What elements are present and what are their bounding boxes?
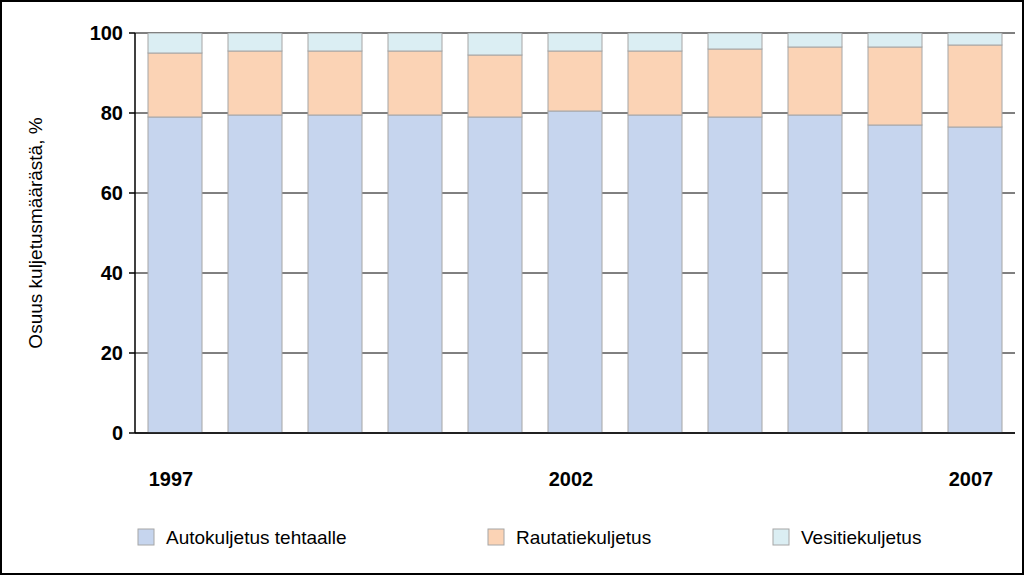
bar-segment — [788, 47, 842, 115]
bar-segment — [308, 51, 362, 115]
legend-swatch — [773, 529, 789, 545]
bar-segment — [388, 33, 442, 51]
bar-segment — [628, 51, 682, 115]
legend-swatch — [488, 529, 504, 545]
chart: 0 20 40 60 80 100 Osuus kuljetusmäärästä, % 199… — [0, 0, 1024, 575]
bar-segment — [548, 51, 602, 111]
y-tick — [129, 352, 135, 354]
bar-segment — [468, 33, 522, 55]
bar-segment — [308, 115, 362, 433]
x-tick-label: 1997 — [149, 468, 194, 490]
bar-segment — [148, 33, 202, 53]
bar-segment — [388, 51, 442, 115]
y-tick-label: 80 — [101, 102, 123, 124]
x-tick-label: 2002 — [549, 468, 594, 490]
y-tick — [129, 272, 135, 274]
y-axis — [134, 33, 136, 433]
y-axis-title: Osuus kuljetusmäärästä, % — [25, 117, 46, 348]
y-tick — [129, 192, 135, 194]
bar-segment — [708, 117, 762, 433]
y-tick-label: 60 — [101, 182, 123, 204]
bar-segment — [628, 115, 682, 433]
bar-segment — [308, 33, 362, 51]
y-tick — [129, 432, 135, 434]
y-tick-label: 40 — [101, 262, 123, 284]
bar-segment — [228, 51, 282, 115]
bar-segment — [148, 117, 202, 433]
y-tick — [129, 112, 135, 114]
bar-segment — [548, 33, 602, 51]
bar-segment — [628, 33, 682, 51]
y-tick-label: 100 — [90, 22, 123, 44]
legend-swatch — [138, 529, 154, 545]
bar-segment — [948, 33, 1002, 45]
bar-segment — [948, 45, 1002, 127]
bar-segment — [948, 127, 1002, 433]
bar-segment — [868, 33, 922, 47]
grid-line — [135, 433, 1015, 434]
legend-label: Autokuljetus tehtaalle — [166, 527, 347, 548]
x-axis — [135, 432, 1015, 434]
bar-segment — [708, 49, 762, 117]
bar-segment — [148, 53, 202, 117]
bar-segment — [228, 33, 282, 51]
y-tick — [129, 32, 135, 34]
bar-segment — [788, 115, 842, 433]
bar-segment — [388, 115, 442, 433]
bar-segment — [548, 111, 602, 433]
y-tick-label: 20 — [101, 342, 123, 364]
x-tick-label: 2007 — [949, 468, 994, 490]
legend-label: Vesitiekuljetus — [801, 527, 921, 548]
bar-segment — [228, 115, 282, 433]
bar-segment — [868, 47, 922, 125]
frame — [1, 1, 1023, 574]
bar-segment — [468, 55, 522, 117]
legend-label: Rautatiekuljetus — [516, 527, 651, 548]
bar-segment — [788, 33, 842, 47]
bar-segment — [868, 125, 922, 433]
bars — [148, 33, 1002, 433]
y-tick-label: 0 — [112, 422, 123, 444]
bar-segment — [708, 33, 762, 49]
bar-segment — [468, 117, 522, 433]
